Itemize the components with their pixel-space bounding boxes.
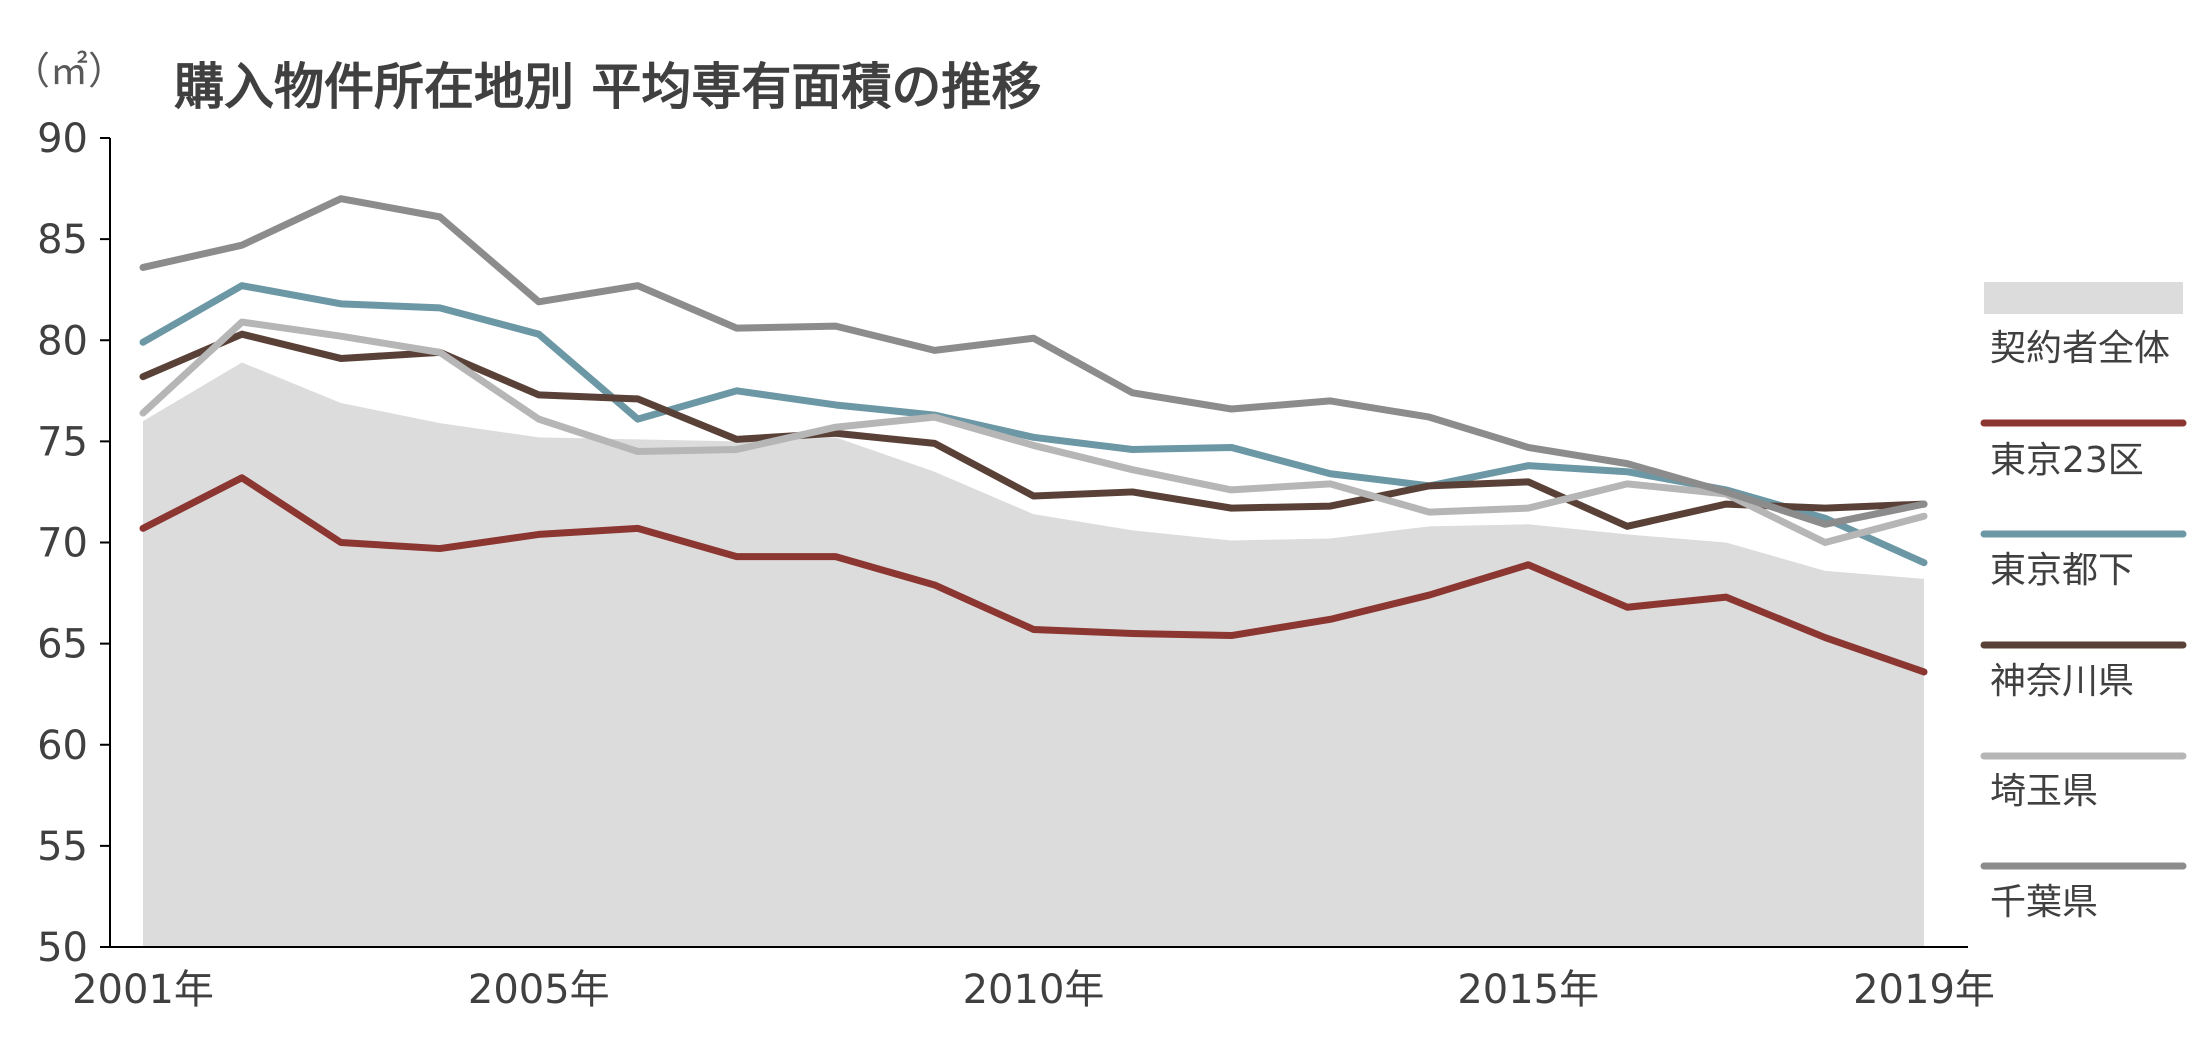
y-tick-label: 50 [37,925,88,971]
legend-label: 東京23区 [1990,440,2144,481]
y-tick-label: 85 [37,217,88,263]
y-unit-label: （㎡） [12,49,126,93]
lines-layer [139,195,1928,676]
line-series-2 [139,282,1928,567]
x-tick-label: 2015年 [1457,967,1599,1013]
axes: 50 55 60 65 70 75 80 85 90 2001年 2005年 2010年 2015年 20… [37,116,1995,1013]
x-tick-label: 2005年 [468,967,610,1013]
legend-label: 埼玉県 [1990,771,2098,812]
x-tick-label: 2010年 [963,967,1105,1013]
y-tick-label: 90 [37,116,88,162]
legend-swatch [1984,282,2183,314]
area-series-all-contractors [143,362,1924,947]
legend-label: 神奈川県 [1990,661,2134,702]
y-tick-label: 75 [37,419,88,465]
y-tick-label: 60 [37,723,88,769]
y-tick-label: 65 [37,622,88,668]
y-tick-label: 55 [37,824,88,870]
line-series-4 [139,318,1928,546]
y-tick-label: 70 [37,521,88,567]
legend-label: 千葉県 [1990,882,2098,923]
chart-title: 購入物件所在地別 平均専有面積の推移 [174,58,1041,116]
x-tick-label: 2001年 [72,967,214,1013]
legend-label: 東京都下 [1990,550,2134,591]
area-layer [143,362,1924,947]
line-series-5 [139,195,1928,528]
legend-label: 契約者全体 [1990,328,2170,369]
line-series-1 [139,474,1928,676]
y-tick-label: 80 [37,318,88,364]
x-tick-label: 2019年 [1853,967,1995,1013]
